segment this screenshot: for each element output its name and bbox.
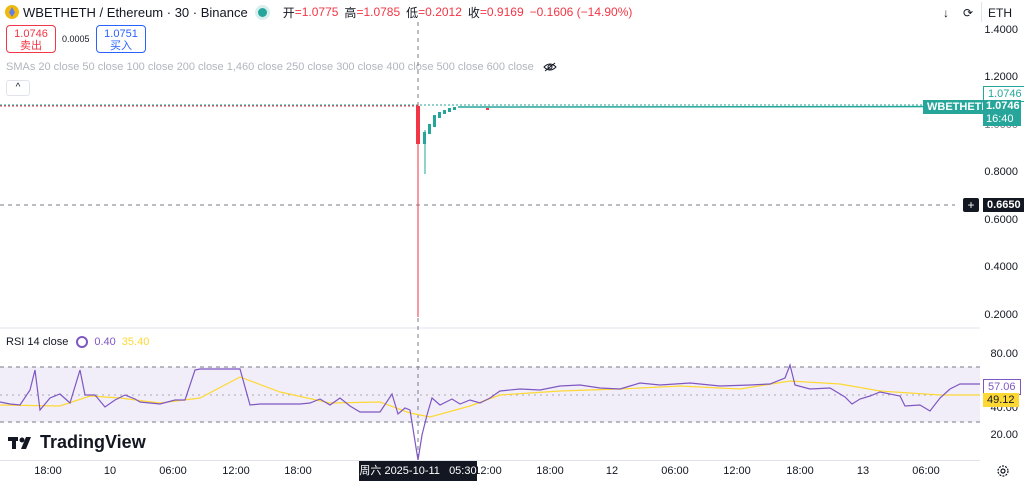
high-value: =1.0785 — [356, 5, 401, 19]
chart-header: WBETHETH / Ethereum · 30 · Binance 开 =1.0… — [0, 0, 930, 24]
change-value: −0.1606 (−14.90%) — [529, 5, 633, 19]
candle-up[interactable] — [448, 108, 451, 112]
wbeth-coin-icon — [5, 5, 19, 19]
rsi-value: 0.40 — [94, 336, 116, 348]
close-label: 收 — [467, 5, 480, 20]
price-tick: 1.4000 — [984, 24, 1018, 36]
candle-up[interactable] — [428, 124, 431, 134]
gear-icon[interactable] — [996, 464, 1010, 478]
high-label: 高 — [344, 5, 357, 20]
rsi-tick: 80.00 — [990, 348, 1018, 360]
rsi-legend: RSI 14 close 0.40 35.40 — [6, 336, 149, 348]
time-tick: 12 — [605, 465, 619, 477]
sma-legend: SMAs 20 close 50 close 100 close 200 clo… — [6, 61, 557, 73]
symbol-badge: WBETHETH — [923, 100, 994, 114]
time-tick: 18:00 — [786, 465, 814, 477]
rsi-label[interactable]: RSI 14 close — [6, 336, 69, 348]
time-tick: 12:00 — [474, 465, 502, 477]
rsi-now-badge: 57.06 — [983, 379, 1021, 395]
market-open-status-icon — [257, 7, 267, 17]
candle-series-flat — [457, 105, 980, 108]
low-label: 低 — [406, 5, 419, 20]
rsi-band-background — [0, 367, 980, 422]
candle-up[interactable] — [423, 132, 426, 144]
candle-big-down[interactable] — [416, 106, 420, 144]
rsi-ma-now-badge: 49.12 — [983, 393, 1019, 407]
last-price-badge: 1.0746 16:40 — [983, 100, 1021, 126]
eye-crossed-icon[interactable] — [543, 62, 557, 72]
time-tick: 06:00 — [661, 465, 689, 477]
candle-up[interactable] — [443, 110, 446, 114]
open-label: 开 — [282, 5, 295, 20]
candle-up[interactable] — [453, 107, 456, 110]
sma-legend-text: SMAs 20 close 50 close 100 close 200 clo… — [6, 61, 534, 73]
sell-price: 1.0746 — [14, 28, 48, 40]
time-tick: 18:00 — [284, 465, 312, 477]
tradingview-logo-text: TradingView — [40, 432, 146, 452]
crosshair-price-badge: 0.6650 — [983, 198, 1024, 212]
time-tick: 10 — [103, 465, 117, 477]
candle-up[interactable] — [438, 112, 441, 118]
candle-up[interactable] — [433, 115, 436, 127]
low-value: =0.2012 — [418, 5, 462, 19]
sell-label: 卖出 — [20, 40, 42, 52]
buy-price: 1.0751 — [104, 28, 138, 40]
last-price-value: 1.0746 — [986, 100, 1020, 112]
symbol-title[interactable]: WBETHETH / Ethereum · 30 · Binance — [23, 4, 248, 20]
sell-button[interactable]: 1.0746 卖出 — [6, 25, 56, 53]
time-tick: 06:00 — [159, 465, 187, 477]
collapse-legend-button[interactable]: ^ — [6, 80, 30, 96]
rsi-line — [0, 363, 980, 460]
open-value: =1.0775 — [294, 5, 339, 19]
time-axis-border — [0, 460, 980, 461]
rsi-ma-value: 35.40 — [121, 336, 150, 348]
tradingview-logo-icon — [8, 436, 31, 449]
buy-label: 买入 — [110, 40, 132, 52]
refresh-icon[interactable]: ⟳ — [962, 6, 974, 20]
time-tick: 18:00 — [34, 465, 62, 477]
rsi-ma-line — [0, 376, 980, 418]
close-value: =0.9169 — [479, 5, 524, 19]
arrow-down-icon[interactable]: ↓ — [943, 6, 949, 20]
toolbar-divider — [981, 2, 982, 22]
time-tick: 12:00 — [222, 465, 250, 477]
price-tick: 1.2000 — [984, 71, 1018, 83]
crosshair-time-badge: 周六 2025-10-11 05:30 — [359, 461, 477, 481]
buy-button[interactable]: 1.0751 买入 — [96, 25, 146, 53]
rsi-tick: 20.00 — [990, 429, 1018, 441]
time-tick: 18:00 — [536, 465, 564, 477]
price-tick: 0.8000 — [984, 166, 1018, 178]
price-tick: 0.4000 — [984, 261, 1018, 273]
time-tick: 12:00 — [723, 465, 751, 477]
tradingview-logo[interactable]: TradingView — [8, 432, 146, 453]
chart-canvas[interactable] — [0, 0, 980, 460]
bar-countdown: 16:40 — [986, 113, 1014, 125]
candle-down[interactable] — [486, 108, 489, 110]
currency-selector[interactable]: ETH — [988, 6, 1012, 20]
time-tick: 06:00 — [912, 465, 940, 477]
price-tick: 0.2000 — [984, 309, 1018, 321]
add-alert-plus-icon[interactable]: + — [963, 198, 979, 212]
loading-spinner-icon — [76, 336, 89, 348]
price-tick: 0.6000 — [984, 214, 1018, 226]
spread-value: 0.0005 — [62, 34, 90, 44]
time-tick: 13 — [856, 465, 870, 477]
